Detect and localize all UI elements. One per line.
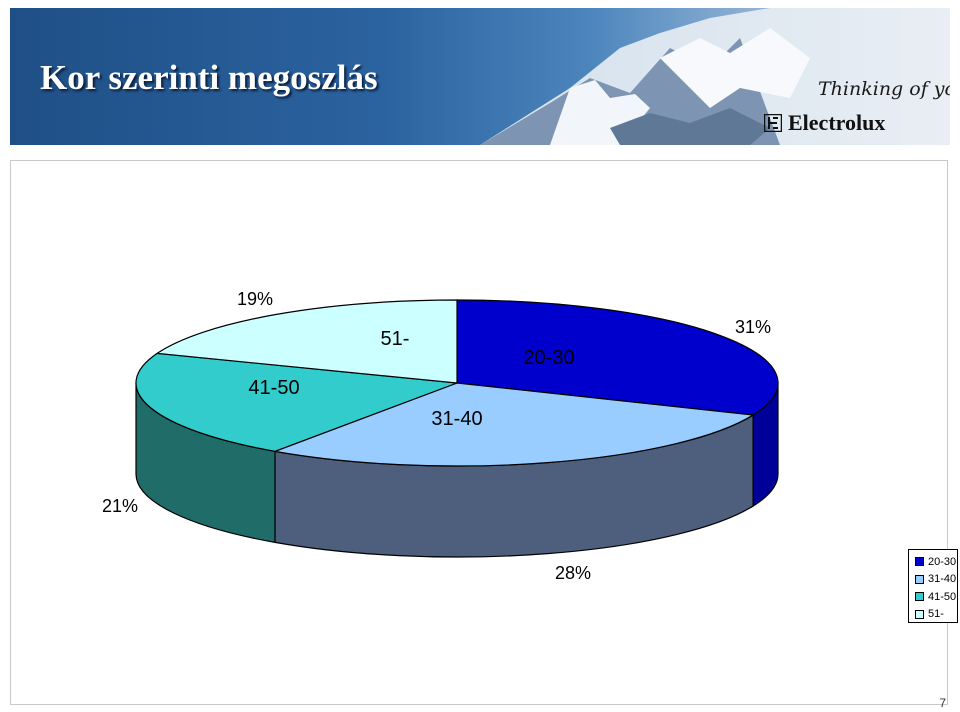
pie-slice-31-40 — [272, 382, 755, 467]
legend-label-41-50: 41-50 — [928, 590, 957, 603]
page-number: 7 — [939, 696, 946, 710]
legend-swatch-41-50 — [915, 592, 924, 602]
page-title: Kor szerinti megoszlás — [40, 58, 378, 97]
header-banner: Kor szerinti megoszlás Thinking of you E… — [10, 8, 950, 145]
legend-label-31-40: 31-40 — [928, 573, 957, 586]
slice-label-20-30: 20-30 — [523, 347, 574, 369]
pie-slice-20-30 — [456, 299, 779, 416]
slice-label-41-50: 41-50 — [248, 377, 299, 399]
value-label-41-50: 21% — [102, 496, 138, 516]
legend-item-41-50: 41-50 — [915, 588, 957, 606]
pie-slice-41-50 — [135, 352, 458, 452]
chart-panel: 20-30 31% 31-40 28% 41-50 21% 51- 19% 20-30 31-4… — [10, 160, 958, 705]
pie-chart: 20-30 31% 31-40 28% 41-50 21% 51- 19% — [102, 289, 779, 583]
value-label-20-30: 31% — [735, 317, 771, 337]
legend-swatch-31-40 — [915, 574, 924, 584]
legend-item-20-30: 20-30 — [915, 553, 957, 571]
legend-swatch-51- — [915, 609, 924, 619]
legend-item-51-: 51- — [915, 606, 957, 624]
brand-name: Electrolux — [788, 110, 886, 135]
legend-item-31-40: 31-40 — [915, 571, 957, 589]
legend-label-51-: 51- — [928, 608, 944, 621]
value-label-51-: 19% — [237, 289, 273, 309]
chart-legend: 20-30 31-40 41-50 51- — [908, 549, 958, 623]
pie-slice-51- — [155, 299, 458, 384]
brand-tagline: Thinking of you — [818, 78, 950, 100]
legend-swatch-20-30 — [915, 557, 924, 567]
electrolux-logo-icon — [764, 114, 782, 132]
brand-logo: Electrolux — [764, 110, 885, 136]
mountain-background — [480, 8, 950, 145]
slice-label-51-: 51- — [381, 328, 410, 350]
legend-label-20-30: 20-30 — [928, 555, 957, 568]
value-label-31-40: 28% — [555, 563, 591, 583]
slice-label-31-40: 31-40 — [431, 408, 482, 430]
